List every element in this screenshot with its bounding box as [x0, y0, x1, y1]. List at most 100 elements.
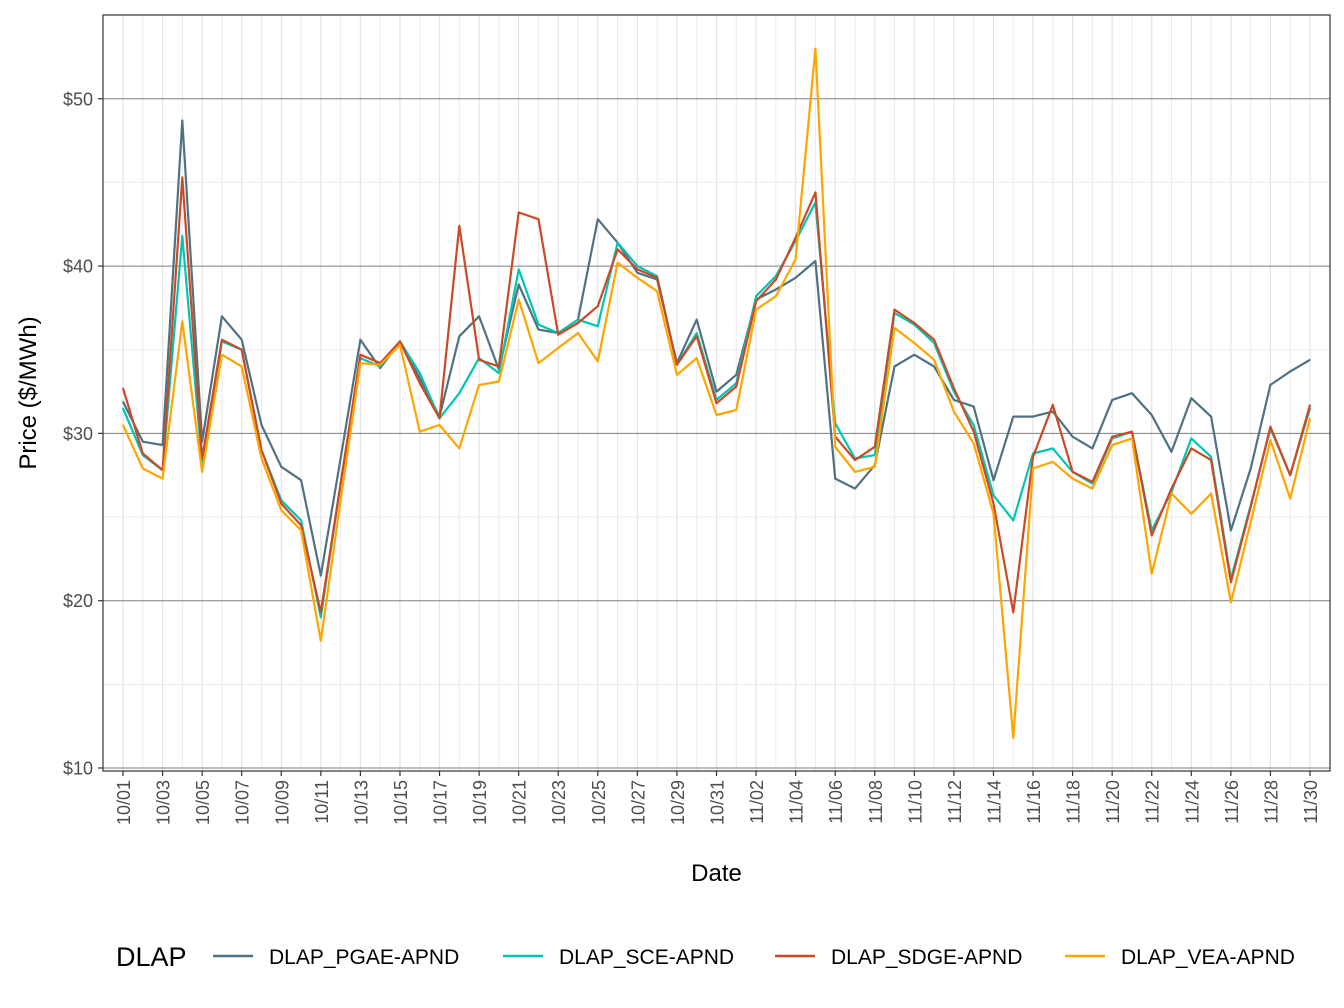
- data-point: [1289, 498, 1291, 500]
- data-point: [1230, 601, 1232, 603]
- legend: DLAP DLAP_PGAE-APND DLAP_SCE-APND DLAP_SDG…: [116, 942, 1295, 972]
- data-point: [379, 365, 381, 368]
- data-point: [518, 211, 520, 214]
- y-axis-title: Price ($/MWh): [15, 316, 42, 469]
- x-tick-label: 11/26: [1222, 780, 1242, 824]
- data-point: [1210, 456, 1212, 458]
- data-point: [814, 260, 817, 262]
- data-point: [1052, 411, 1054, 413]
- x-tick-label: 11/04: [787, 780, 807, 824]
- data-point: [814, 47, 817, 50]
- y-tick-label: $30: [63, 424, 93, 444]
- data-point: [1309, 404, 1311, 406]
- data-point: [280, 466, 282, 468]
- x-tick-label: 11/14: [984, 780, 1004, 824]
- data-point: [973, 424, 975, 426]
- data-point: [1269, 439, 1272, 441]
- data-point: [320, 640, 322, 642]
- data-point: [735, 385, 737, 388]
- data-point: [419, 372, 421, 374]
- data-point: [142, 452, 144, 455]
- data-point: [992, 503, 995, 505]
- data-point: [854, 487, 856, 490]
- x-tick-label: 10/25: [589, 780, 609, 825]
- legend-label-2: DLAP_SCE-APND: [559, 946, 734, 969]
- data-point: [715, 414, 718, 416]
- data-point: [1170, 493, 1173, 495]
- data-point: [1309, 417, 1311, 419]
- data-point: [1111, 444, 1113, 446]
- data-point: [577, 319, 579, 321]
- data-point: [181, 176, 183, 178]
- data-point: [795, 258, 797, 260]
- data-point: [320, 616, 322, 619]
- data-point: [696, 335, 698, 337]
- data-point: [973, 431, 975, 433]
- data-point: [419, 431, 421, 433]
- data-point: [656, 275, 658, 277]
- x-tick-label: 10/23: [549, 780, 569, 825]
- data-point: [537, 329, 540, 331]
- data-point: [1210, 459, 1212, 461]
- data-point: [1250, 521, 1252, 523]
- data-point: [715, 390, 718, 393]
- data-point: [340, 482, 342, 485]
- data-point: [419, 377, 421, 379]
- data-point: [597, 218, 599, 220]
- data-point: [597, 325, 599, 327]
- data-point: [755, 300, 757, 302]
- data-point: [1131, 437, 1133, 439]
- data-point: [933, 365, 935, 368]
- data-point: [1151, 534, 1153, 537]
- data-point: [735, 374, 737, 376]
- data-point: [834, 446, 836, 448]
- data-point: [1072, 436, 1074, 438]
- data-point: [696, 319, 698, 321]
- data-point: [458, 447, 460, 450]
- data-point: [1131, 431, 1133, 433]
- data-point: [557, 334, 559, 336]
- data-point: [616, 262, 619, 264]
- data-point: [1230, 581, 1232, 583]
- data-point: [1269, 384, 1272, 386]
- data-point: [636, 265, 638, 267]
- data-point: [577, 322, 579, 324]
- data-point: [953, 411, 955, 413]
- data-point: [834, 477, 836, 480]
- data-point: [953, 387, 955, 389]
- x-tick-label: 11/12: [945, 780, 965, 824]
- x-tick-label: 11/16: [1024, 780, 1044, 824]
- data-point: [1072, 477, 1074, 480]
- data-point: [1190, 437, 1192, 439]
- x-tick-label: 10/31: [708, 780, 728, 825]
- data-point: [518, 268, 520, 271]
- data-point: [973, 442, 975, 445]
- x-tick-label: 11/24: [1182, 780, 1202, 824]
- x-tick-label: 11/08: [866, 780, 886, 824]
- data-point: [537, 362, 540, 364]
- data-point: [419, 382, 421, 384]
- data-point: [795, 237, 797, 239]
- data-point: [399, 344, 401, 346]
- data-point: [1250, 506, 1252, 508]
- data-point: [1309, 359, 1311, 361]
- x-tick-label: 10/01: [114, 780, 134, 825]
- legend-label-4: DLAP_VEA-APND: [1121, 946, 1295, 969]
- data-point: [498, 372, 500, 374]
- data-point: [1091, 487, 1093, 490]
- data-point: [498, 365, 500, 368]
- data-point: [854, 471, 856, 473]
- data-point: [1250, 467, 1252, 470]
- data-point: [478, 384, 480, 386]
- series-layer: [121, 47, 1312, 740]
- legend-label-3: DLAP_SDGE-APND: [831, 946, 1022, 969]
- data-point: [893, 365, 896, 368]
- data-point: [1052, 404, 1054, 406]
- data-point: [537, 218, 540, 220]
- x-tick-label: 10/09: [272, 780, 292, 825]
- x-tick-label: 10/11: [312, 780, 332, 824]
- data-point: [715, 402, 718, 404]
- data-point: [122, 400, 124, 403]
- data-point: [992, 479, 995, 481]
